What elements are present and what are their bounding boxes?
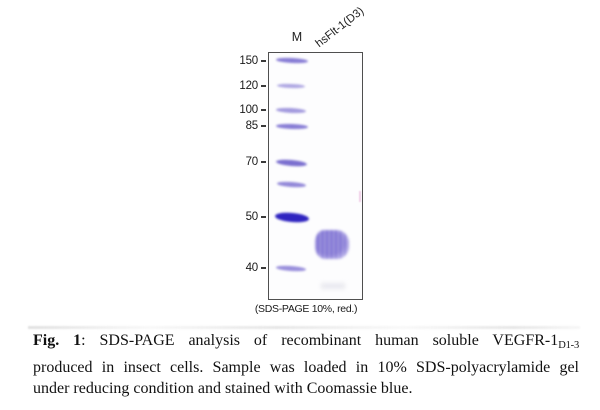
mw-tick [261, 267, 266, 269]
gel-artifact-smudge [321, 283, 345, 289]
mw-label: 150 [239, 55, 258, 67]
caption-line-1: Fig. 1: SDS-PAGE analysis of recombinant… [33, 330, 579, 357]
marker-band-120kda [276, 83, 306, 89]
mw-tick [261, 125, 266, 127]
marker-band-60kda [276, 180, 307, 189]
marker-band-70kda [275, 158, 308, 167]
mw-label-row: 50 [224, 209, 266, 225]
marker-band-100kda [275, 107, 307, 114]
caption-line-3: under reducing condition and stained wit… [33, 380, 413, 397]
mw-tick [261, 109, 266, 111]
sample-lane-label: hsFlt-1(D3) [313, 5, 367, 50]
marker-band-50kda [274, 211, 310, 224]
mw-label: 70 [245, 156, 259, 168]
scan-artifact-stripe [28, 326, 580, 329]
mw-label-row: 85 [224, 118, 266, 134]
marker-band-150kda [275, 57, 309, 64]
mw-label: 120 [239, 80, 258, 92]
figure-caption: Fig. 1: SDS-PAGE analysis of recombinant… [33, 330, 579, 400]
caption-subscript: D1-3 [558, 340, 579, 351]
mw-label-row: 150 [224, 53, 266, 69]
marker-lane-label: M [291, 30, 303, 44]
mw-label-row: 120 [224, 78, 266, 94]
marker-band-40kda [275, 264, 307, 273]
mw-label: 50 [245, 211, 259, 223]
sample-band [315, 230, 349, 259]
figure-label: Fig. 1 [33, 332, 82, 349]
mw-label: 40 [245, 262, 259, 274]
mw-label-row: 70 [224, 154, 266, 170]
mw-tick [261, 60, 266, 62]
gel-artifact-streak [359, 191, 361, 202]
mw-label: 100 [239, 104, 258, 116]
marker-band-85kda [275, 123, 309, 130]
mw-tick [261, 85, 266, 87]
gel-frame [268, 52, 363, 300]
caption-line-1-text: : SDS-PAGE analysis of recombinant human… [81, 332, 559, 349]
mw-tick [261, 161, 266, 163]
mw-tick [261, 216, 266, 218]
mw-label: 85 [245, 120, 259, 132]
mw-label-row: 40 [224, 260, 266, 276]
gel-method-footnote: (SDS-PAGE 10%, red.) [254, 303, 358, 315]
mw-scale: 150 120 100 85 70 50 40 [224, 0, 266, 300]
caption-line-2: produced in insect cells. Sample was loa… [33, 358, 579, 376]
mw-label-row: 100 [224, 102, 266, 118]
